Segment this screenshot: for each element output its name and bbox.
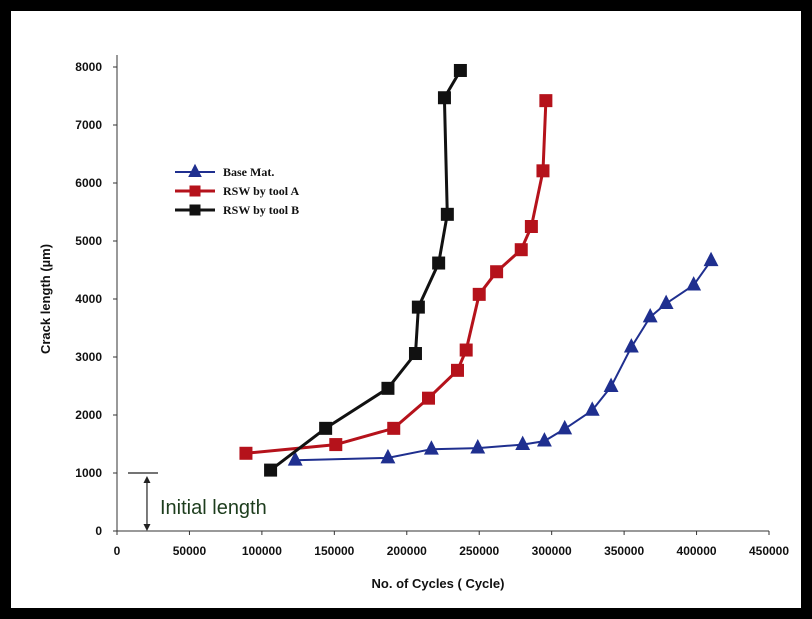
data-point — [642, 307, 658, 323]
arrowhead-down — [143, 524, 151, 531]
series-line — [269, 69, 462, 472]
arrowhead-up — [143, 476, 151, 483]
data-point — [524, 220, 538, 233]
y-tick-label: 8000 — [75, 60, 102, 74]
x-tick-label: 400000 — [677, 544, 717, 558]
x-tick-label: 300000 — [532, 544, 572, 558]
x-tick-label: 250000 — [459, 544, 499, 558]
x-tick-label: 200000 — [387, 544, 427, 558]
y-tick-label: 0 — [95, 524, 102, 538]
legend-marker — [189, 204, 201, 216]
series-layer — [239, 63, 719, 477]
series-line — [245, 100, 548, 455]
data-point — [423, 440, 439, 455]
x-tick-label: 150000 — [314, 544, 354, 558]
legend-marker — [188, 163, 202, 177]
data-point — [658, 294, 674, 310]
initial-length-label: Initial length — [160, 497, 267, 519]
data-point — [623, 338, 639, 353]
x-tick-label: 450000 — [749, 544, 789, 558]
annotation: Initial length — [128, 472, 267, 531]
data-point — [387, 421, 401, 435]
legend-label: Base Mat. — [223, 165, 274, 179]
y-tick-label: 6000 — [75, 176, 102, 190]
legend-item: RSW by tool A — [175, 184, 299, 198]
series-2 — [239, 94, 553, 460]
data-point — [703, 251, 719, 267]
y-tick-label: 4000 — [75, 292, 102, 306]
y-tick-label: 7000 — [75, 118, 102, 132]
data-point — [472, 287, 486, 301]
y-tick-label: 5000 — [75, 234, 102, 248]
data-point — [380, 448, 396, 464]
series-1 — [287, 251, 719, 466]
data-point — [514, 243, 528, 257]
data-point — [239, 446, 253, 460]
data-point — [686, 276, 702, 291]
data-point — [381, 381, 395, 395]
data-point — [264, 463, 278, 477]
data-point — [411, 300, 425, 314]
data-point — [453, 63, 467, 77]
data-point — [536, 164, 550, 178]
x-tick-label: 100000 — [242, 544, 282, 558]
legend-label: RSW by tool A — [223, 184, 299, 198]
y-tick-label: 3000 — [75, 350, 102, 364]
data-point — [584, 401, 600, 416]
data-point — [408, 347, 422, 361]
data-point — [450, 363, 464, 377]
legend-item: Base Mat. — [175, 163, 274, 179]
data-point — [319, 421, 333, 435]
data-point — [440, 207, 454, 221]
x-tick-label: 350000 — [604, 544, 644, 558]
data-point — [422, 391, 436, 405]
data-point — [329, 438, 343, 452]
data-point — [490, 265, 504, 279]
data-point — [470, 439, 486, 454]
series-3 — [264, 63, 467, 477]
legend: Base Mat. RSW by tool A RSW by tool B — [175, 163, 299, 217]
data-point — [432, 256, 446, 270]
y-tick-label: 1000 — [75, 466, 102, 480]
x-tick-label: 0 — [114, 544, 121, 558]
data-point — [557, 419, 573, 435]
series-line — [295, 260, 712, 462]
axes: 0 50000 100000 150000 200000 250000 300000 3500… — [38, 55, 789, 591]
data-point — [539, 94, 553, 108]
data-point — [459, 343, 473, 357]
legend-label: RSW by tool B — [223, 203, 299, 217]
legend-item: RSW by tool B — [175, 203, 299, 217]
data-point — [536, 432, 552, 447]
x-axis-title: No. of Cycles ( Cycle) — [372, 576, 505, 591]
data-point — [437, 91, 451, 105]
data-point — [515, 435, 531, 450]
legend-marker — [189, 185, 201, 197]
x-tick-label: 50000 — [173, 544, 207, 558]
y-axis-title: Crack length (µm) — [38, 244, 53, 354]
data-point — [603, 377, 619, 392]
chart-panel — [8, 8, 804, 611]
data-point — [287, 451, 303, 466]
y-tick-label: 2000 — [75, 408, 102, 422]
